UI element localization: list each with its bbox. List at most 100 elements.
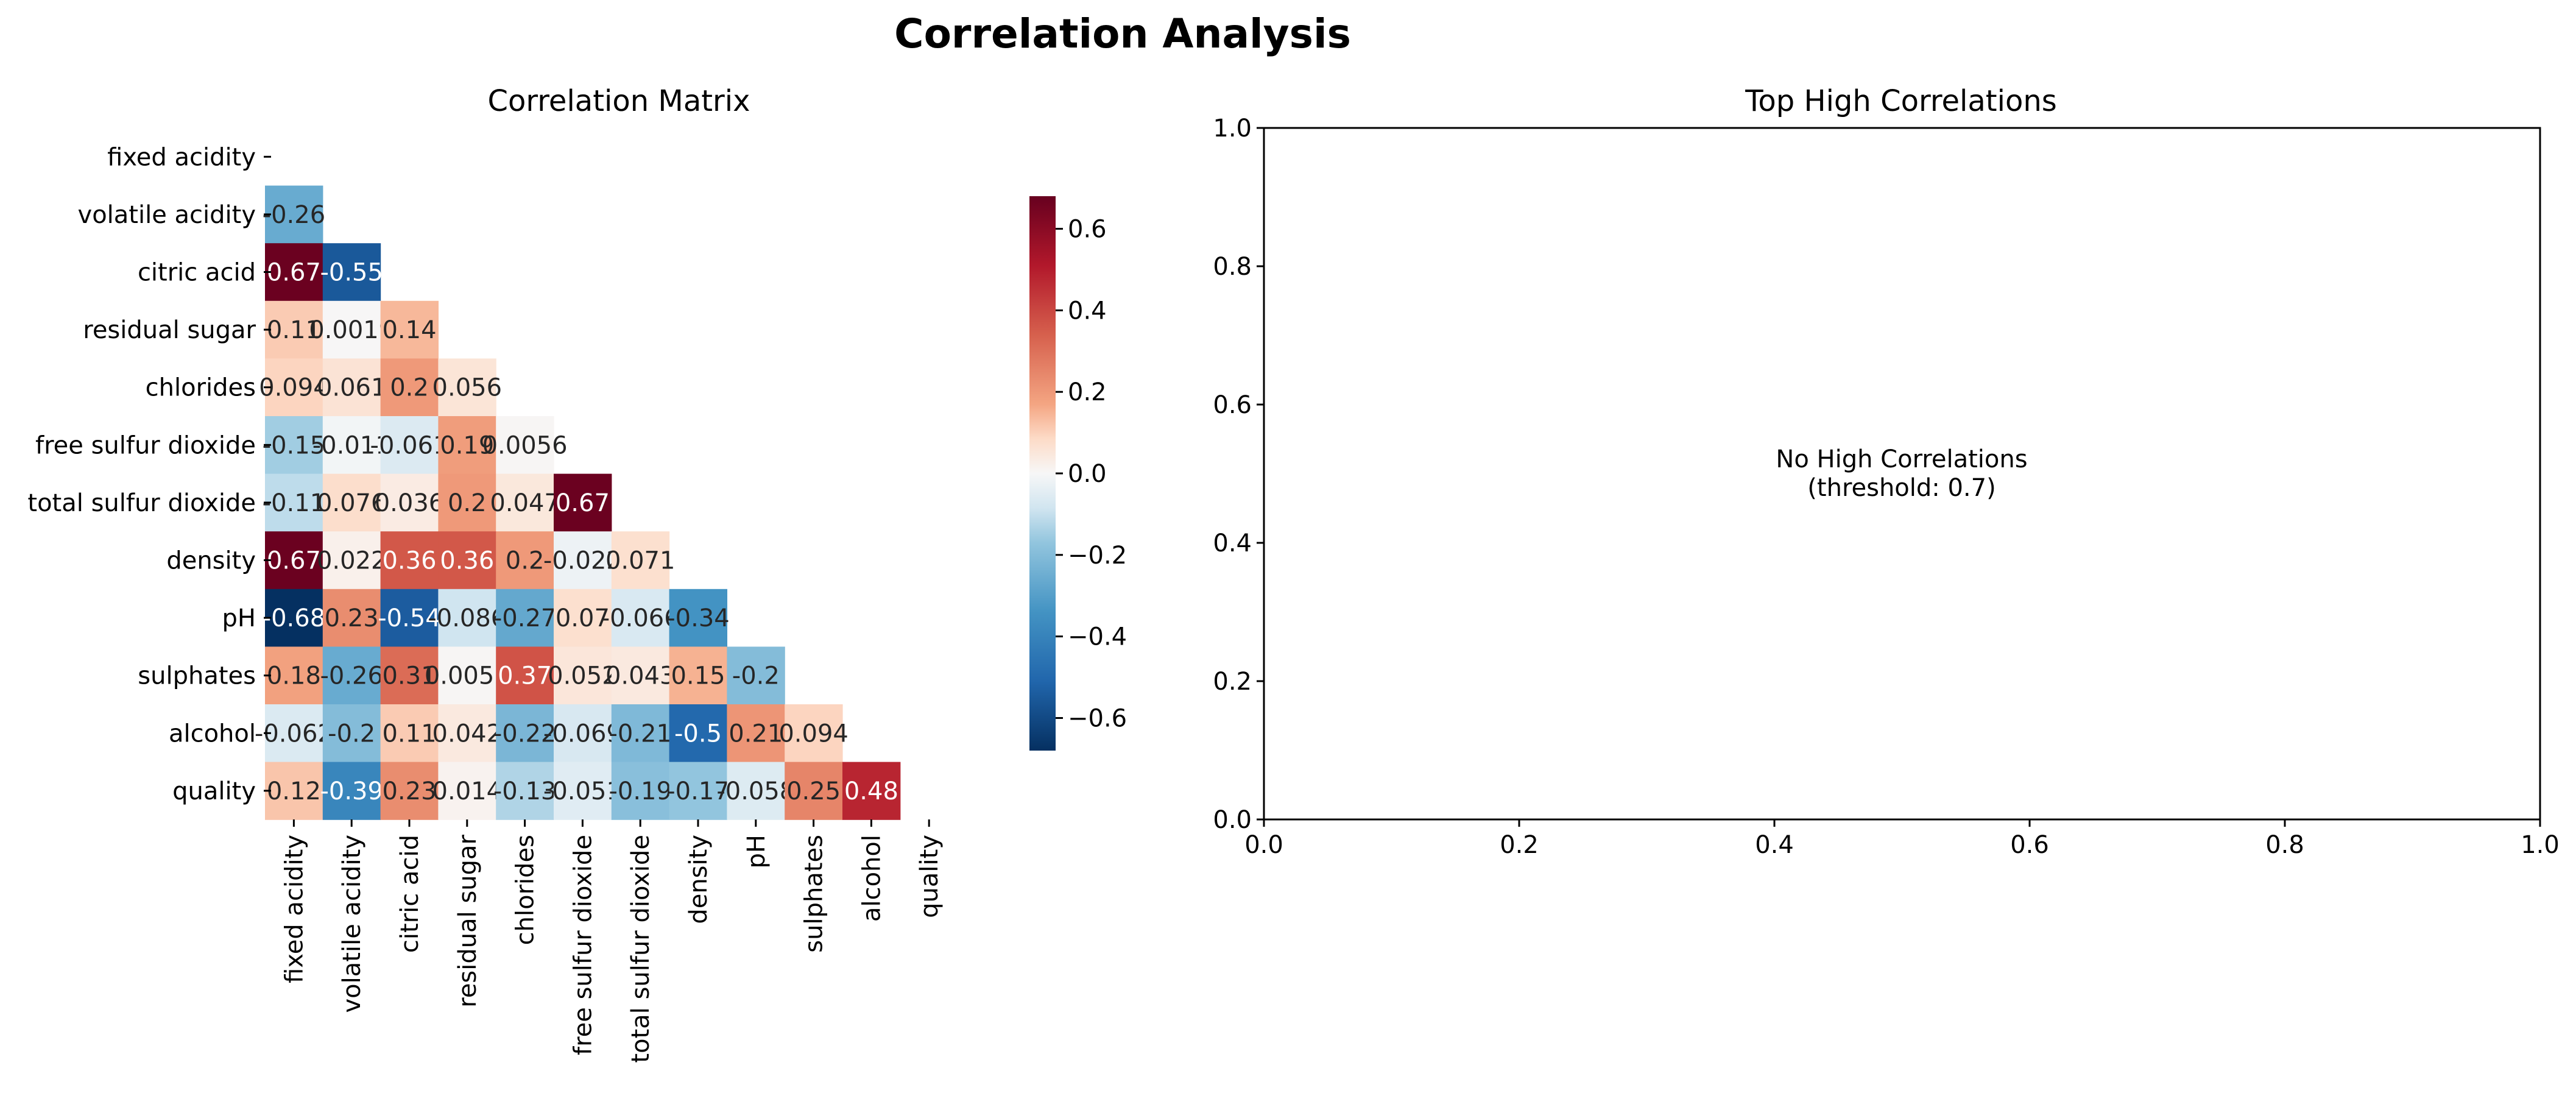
heatmap-row-label: chlorides (146, 374, 256, 402)
heatmap-cell-label: 0.48 (844, 777, 898, 805)
heatmap-row-label: total sulfur dioxide (27, 489, 256, 517)
heatmap-cell (785, 762, 843, 820)
heatmap-cell-label: -0.069 (543, 720, 622, 748)
heatmap-row-labels: fixed acidity volatile acidity citric acid… (27, 143, 271, 805)
heatmap-cell (611, 589, 670, 647)
heatmap-cell (438, 704, 496, 763)
heatmap-cell (611, 531, 670, 590)
high-corr-axis-ticks: 0.0 0.2 0.4 0.6 0.8 1.0 0.0 0.2 0.4 0.6 0.8 1.0 (1213, 115, 2559, 859)
heatmap-column-label: pH (743, 835, 771, 868)
heatmap-row-label: volatile acidity (78, 201, 256, 229)
heatmap-cell (380, 358, 439, 417)
heatmap-cell-label: -0.19 (609, 777, 672, 805)
heatmap-cell (265, 762, 323, 820)
heatmap-cell (438, 473, 496, 532)
x-axis-tick-label: 0.6 (2010, 831, 2049, 859)
heatmap-cell (322, 243, 381, 302)
colorbar-tick-label: 0.6 (1068, 216, 1107, 244)
heatmap-cell-label: 0.67 (556, 489, 610, 517)
heatmap-cell (265, 300, 323, 359)
colorbar: 0.6 0.4 0.2 0.0 −0.2 −0.4 −0.6 (1029, 196, 1127, 751)
heatmap-cell (496, 589, 554, 647)
heatmap-title: Correlation Matrix (487, 84, 750, 118)
heatmap-cell (265, 358, 323, 417)
heatmap-cell (380, 704, 439, 763)
heatmap-cell (438, 762, 496, 820)
heatmap-cell (265, 185, 323, 244)
x-axis-tick-label: 0.0 (1244, 831, 1283, 859)
heatmap-cell-label: 0.076 (317, 489, 387, 517)
heatmap-cell (380, 531, 439, 590)
heatmap-row-label: density (166, 547, 256, 575)
heatmap-column-label: fixed acidity (280, 835, 308, 983)
heatmap-cell-label: 0.36 (382, 547, 436, 575)
heatmap-cell (611, 704, 670, 763)
heatmap-cell (265, 704, 323, 763)
heatmap-column-label: alcohol (858, 835, 886, 922)
heatmap-cell-label: 0.18 (267, 662, 321, 690)
high-corr-title: Top High Correlations (1745, 84, 2057, 118)
heatmap-cell-label: -0.061 (370, 431, 449, 459)
heatmap-column-label: quality (916, 835, 944, 918)
heatmap-row-label: pH (222, 604, 256, 632)
heatmap-cell-label: -0.54 (378, 604, 441, 632)
heatmap-cell (785, 704, 843, 763)
heatmap-cell-label: 0.15 (671, 662, 725, 690)
heatmap-cell (265, 531, 323, 590)
heatmap-column-label: free sulfur dioxide (569, 835, 597, 1055)
heatmap-cell-label: -0.22 (493, 720, 557, 748)
heatmap-cell-label: 0.094 (778, 720, 849, 748)
heatmap-cell-label: -0.55 (320, 259, 383, 287)
heatmap-cell-label: -0.26 (263, 201, 326, 229)
heatmap-cell-label: 0.042 (432, 720, 503, 748)
heatmap-cell-label: -0.68 (263, 604, 326, 632)
heatmap-cell-label: 0.67 (267, 547, 321, 575)
y-axis-tick-label: 0.0 (1213, 806, 1252, 834)
heatmap-cell-label: 0.052 (548, 662, 618, 690)
heatmap-cell (322, 646, 381, 705)
colorbar-tick-label: −0.4 (1068, 623, 1127, 651)
heatmap-cell-label: 0.23 (325, 604, 379, 632)
heatmap-cell-label: -0.27 (493, 604, 557, 632)
heatmap-cell (496, 762, 554, 820)
heatmap-cell (554, 762, 612, 820)
heatmap-cell (380, 473, 439, 532)
heatmap-column-label: total sulfur dioxide (627, 835, 655, 1063)
y-axis-tick-label: 0.8 (1213, 253, 1252, 281)
heatmap-cell (496, 416, 554, 475)
heatmap-column-label: residual sugar (454, 834, 482, 1007)
heatmap-cell-label: -0.066 (601, 604, 680, 632)
heatmap-cell (265, 589, 323, 647)
heatmap-cell (322, 300, 381, 359)
heatmap-cell-label: 0.0056 (482, 431, 568, 459)
heatmap-row-label: sulphates (138, 662, 256, 690)
heatmap-cell-label: 0.061 (317, 374, 387, 402)
heatmap-cell (322, 416, 381, 475)
heatmap-cell (496, 646, 554, 705)
heatmap-cell (496, 473, 554, 532)
heatmap-cell-label: -0.051 (543, 777, 622, 805)
heatmap-cell (727, 762, 785, 820)
heatmap-cell (727, 704, 785, 763)
heatmap-row-label: residual sugar (83, 316, 256, 344)
heatmap-cell (380, 762, 439, 820)
heatmap-cell (496, 531, 554, 590)
heatmap-cell (554, 646, 612, 705)
heatmap-cell (669, 704, 727, 763)
colorbar-gradient (1029, 196, 1056, 751)
x-axis-tick-label: 1.0 (2521, 831, 2560, 859)
heatmap-row-label: free sulfur dioxide (35, 431, 256, 459)
heatmap-column-label: sulphates (800, 835, 828, 953)
heatmap-cell (322, 704, 381, 763)
heatmap-cell-label: 0.2 (390, 374, 429, 402)
heatmap-row-label: fixed acidity (107, 143, 256, 171)
heatmap-cell-label: -0.022 (543, 547, 622, 575)
heatmap-column-label: volatile acidity (338, 835, 366, 1013)
heatmap-cell (611, 762, 670, 820)
heatmap-column-label: density (685, 835, 713, 924)
heatmap-cell-label: 0.12 (267, 777, 321, 805)
heatmap-cell-label: 0.14 (382, 316, 436, 344)
heatmap-cell-label: 0.014 (432, 777, 503, 805)
heatmap-cell-label: 0.022 (317, 547, 387, 575)
heatmap-panel: Correlation Matrix -0.260.67-0.550.110.0… (27, 84, 944, 1063)
